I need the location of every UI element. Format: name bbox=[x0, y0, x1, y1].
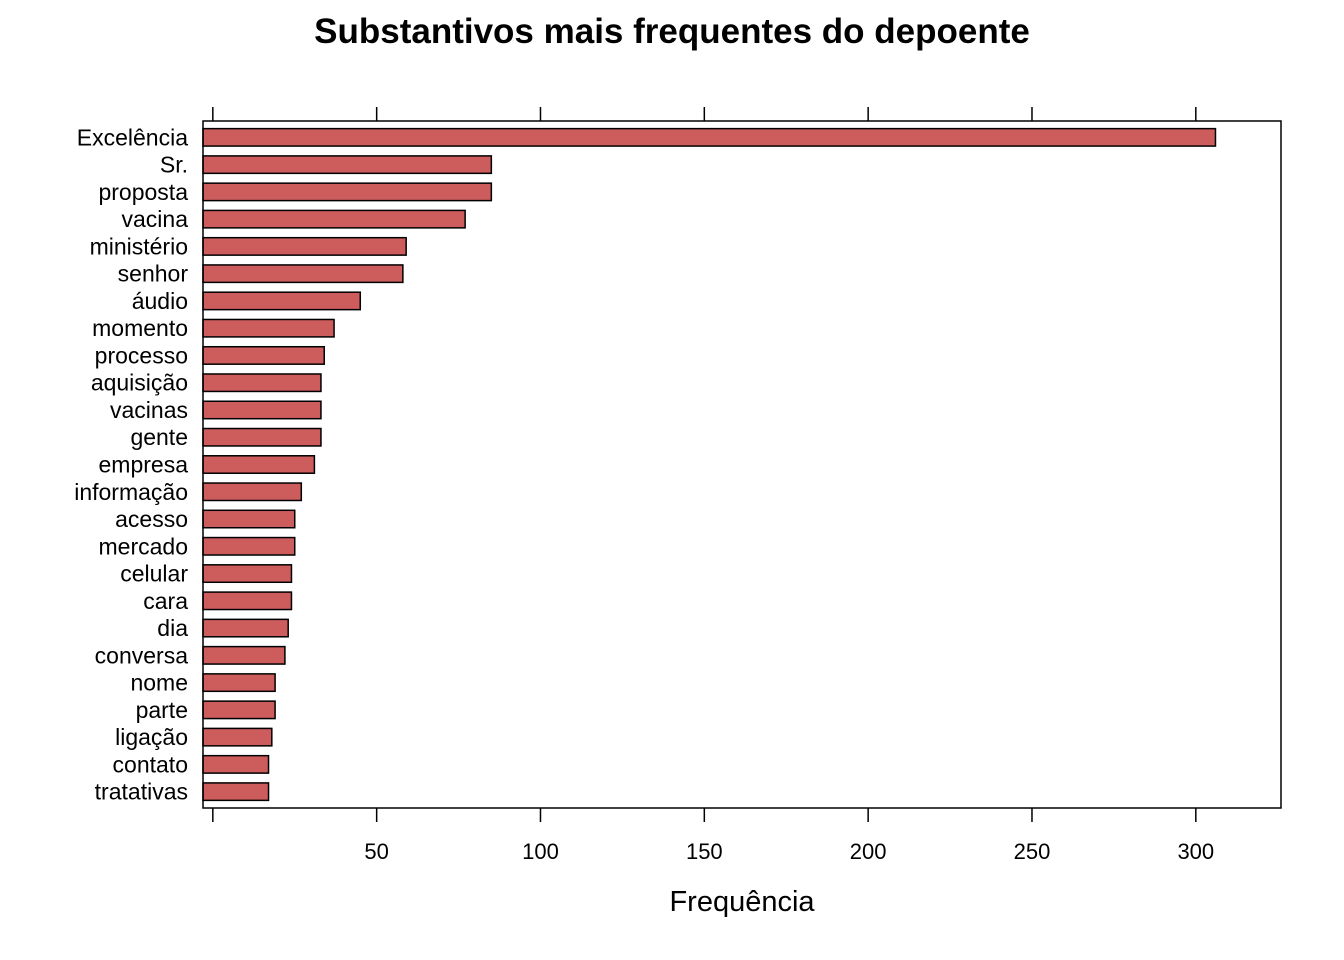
chart-title: Substantivos mais frequentes do depoente bbox=[314, 12, 1030, 51]
bar bbox=[202, 373, 322, 393]
plot-frame bbox=[202, 120, 1282, 809]
category-label: vacinas bbox=[110, 397, 188, 423]
bar bbox=[202, 536, 296, 556]
category-label: parte bbox=[136, 697, 188, 723]
bar bbox=[202, 427, 322, 447]
category-label: processo bbox=[95, 342, 188, 368]
bar bbox=[202, 782, 270, 802]
category-label: celular bbox=[120, 561, 188, 587]
bars bbox=[202, 127, 1217, 802]
category-label: tratativas bbox=[95, 779, 188, 805]
category-label: cara bbox=[143, 588, 188, 614]
bar bbox=[202, 700, 276, 720]
category-label: vacina bbox=[122, 206, 189, 232]
x-tick-label: 100 bbox=[522, 839, 559, 864]
bar bbox=[202, 318, 335, 338]
bar bbox=[202, 564, 293, 584]
bar bbox=[202, 127, 1217, 147]
category-label: contato bbox=[113, 751, 188, 777]
bar bbox=[202, 345, 325, 365]
category-label: empresa bbox=[99, 452, 189, 478]
bar bbox=[202, 182, 493, 202]
category-label: gente bbox=[130, 424, 188, 450]
category-label: dia bbox=[157, 615, 188, 641]
category-label: informação bbox=[74, 479, 188, 505]
bar bbox=[202, 618, 289, 638]
bar bbox=[202, 155, 493, 175]
category-label: ministério bbox=[90, 233, 188, 259]
bar bbox=[202, 482, 303, 502]
category-label: nome bbox=[130, 670, 188, 696]
bar bbox=[202, 236, 407, 256]
bar bbox=[202, 455, 316, 474]
bar bbox=[202, 209, 466, 229]
x-tick-label: 250 bbox=[1014, 839, 1051, 864]
bar bbox=[202, 264, 404, 284]
category-label: Excelência bbox=[77, 124, 188, 150]
category-label: senhor bbox=[118, 261, 189, 287]
bar bbox=[202, 645, 286, 665]
category-label: proposta bbox=[98, 179, 188, 205]
x-axis-ticks: 50 100 150 200 250 300 bbox=[212, 107, 1214, 864]
bar bbox=[202, 400, 322, 420]
category-label: mercado bbox=[99, 533, 188, 559]
category-label: ligação bbox=[115, 724, 188, 750]
x-tick-label: 50 bbox=[364, 839, 388, 864]
bar bbox=[202, 509, 296, 529]
bar bbox=[202, 727, 273, 747]
bar bbox=[202, 591, 293, 611]
x-tick-label: 300 bbox=[1177, 839, 1214, 864]
category-label: momento bbox=[92, 315, 188, 341]
bar bbox=[202, 291, 362, 311]
x-axis-title: Frequência bbox=[669, 886, 815, 918]
category-labels: ExcelênciaSr.propostavacinaministériosen… bbox=[74, 124, 188, 804]
x-tick-label: 200 bbox=[850, 839, 887, 864]
category-label: conversa bbox=[95, 642, 189, 668]
bar bbox=[202, 754, 270, 774]
x-tick-label: 150 bbox=[686, 839, 723, 864]
category-label: Sr. bbox=[160, 152, 188, 178]
bar bbox=[202, 673, 276, 693]
category-label: aquisição bbox=[91, 370, 188, 396]
category-label: áudio bbox=[132, 288, 188, 314]
category-label: acesso bbox=[115, 506, 188, 532]
